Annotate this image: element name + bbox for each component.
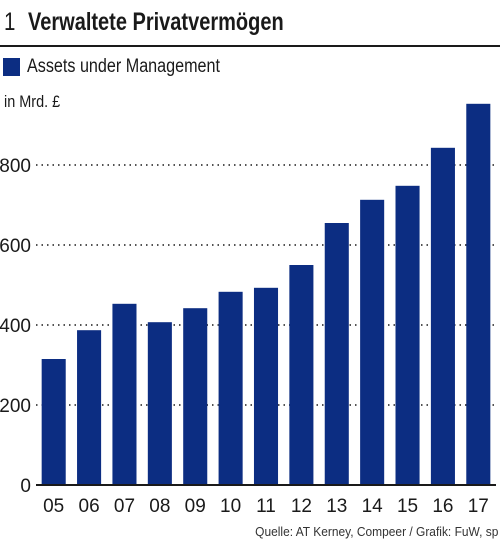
y-tick-label: 0 [20, 476, 31, 497]
x-tick-label: 13 [326, 496, 347, 517]
bar [77, 330, 102, 485]
x-tick-label: 05 [43, 496, 64, 517]
y-axis-unit: in Mrd. £ [4, 92, 61, 111]
x-tick-label: 08 [149, 496, 170, 517]
x-tick-label: 09 [185, 496, 206, 517]
bar [183, 308, 208, 485]
bar [41, 359, 66, 485]
x-tick-label: 17 [468, 496, 489, 517]
chart-title: Verwaltete Privatvermögen [28, 8, 284, 36]
x-tick-label: 16 [432, 496, 453, 517]
x-tick-label: 14 [362, 496, 384, 517]
x-tick-label: 10 [220, 496, 241, 517]
x-tick-label: 15 [397, 496, 418, 517]
y-tick-label: 800 [0, 156, 31, 177]
bar [289, 265, 314, 485]
bar [147, 322, 172, 485]
bar [218, 291, 243, 485]
x-tick-label: 06 [79, 496, 100, 517]
bar [253, 287, 279, 485]
legend-swatch [3, 58, 20, 76]
chart-header: 1 Verwaltete Privatvermögen [0, 0, 500, 46]
bar [112, 303, 137, 485]
y-tick-label: 200 [0, 396, 31, 417]
bar [466, 103, 491, 486]
bar [395, 185, 420, 486]
source-note: Quelle: AT Kerney, Compeer / Grafik: FuW… [254, 524, 498, 539]
legend-label: Assets under Management [27, 56, 221, 77]
y-tick-label: 400 [0, 316, 31, 337]
bar [430, 147, 455, 486]
figure-number: 1 [4, 8, 16, 36]
x-tick-label: 12 [291, 496, 312, 517]
x-tick-label: 07 [114, 496, 135, 517]
title-rule [0, 45, 500, 47]
bar [324, 223, 349, 485]
y-tick-label: 600 [0, 236, 31, 257]
x-tick-label: 11 [256, 496, 276, 517]
bar [360, 199, 385, 486]
